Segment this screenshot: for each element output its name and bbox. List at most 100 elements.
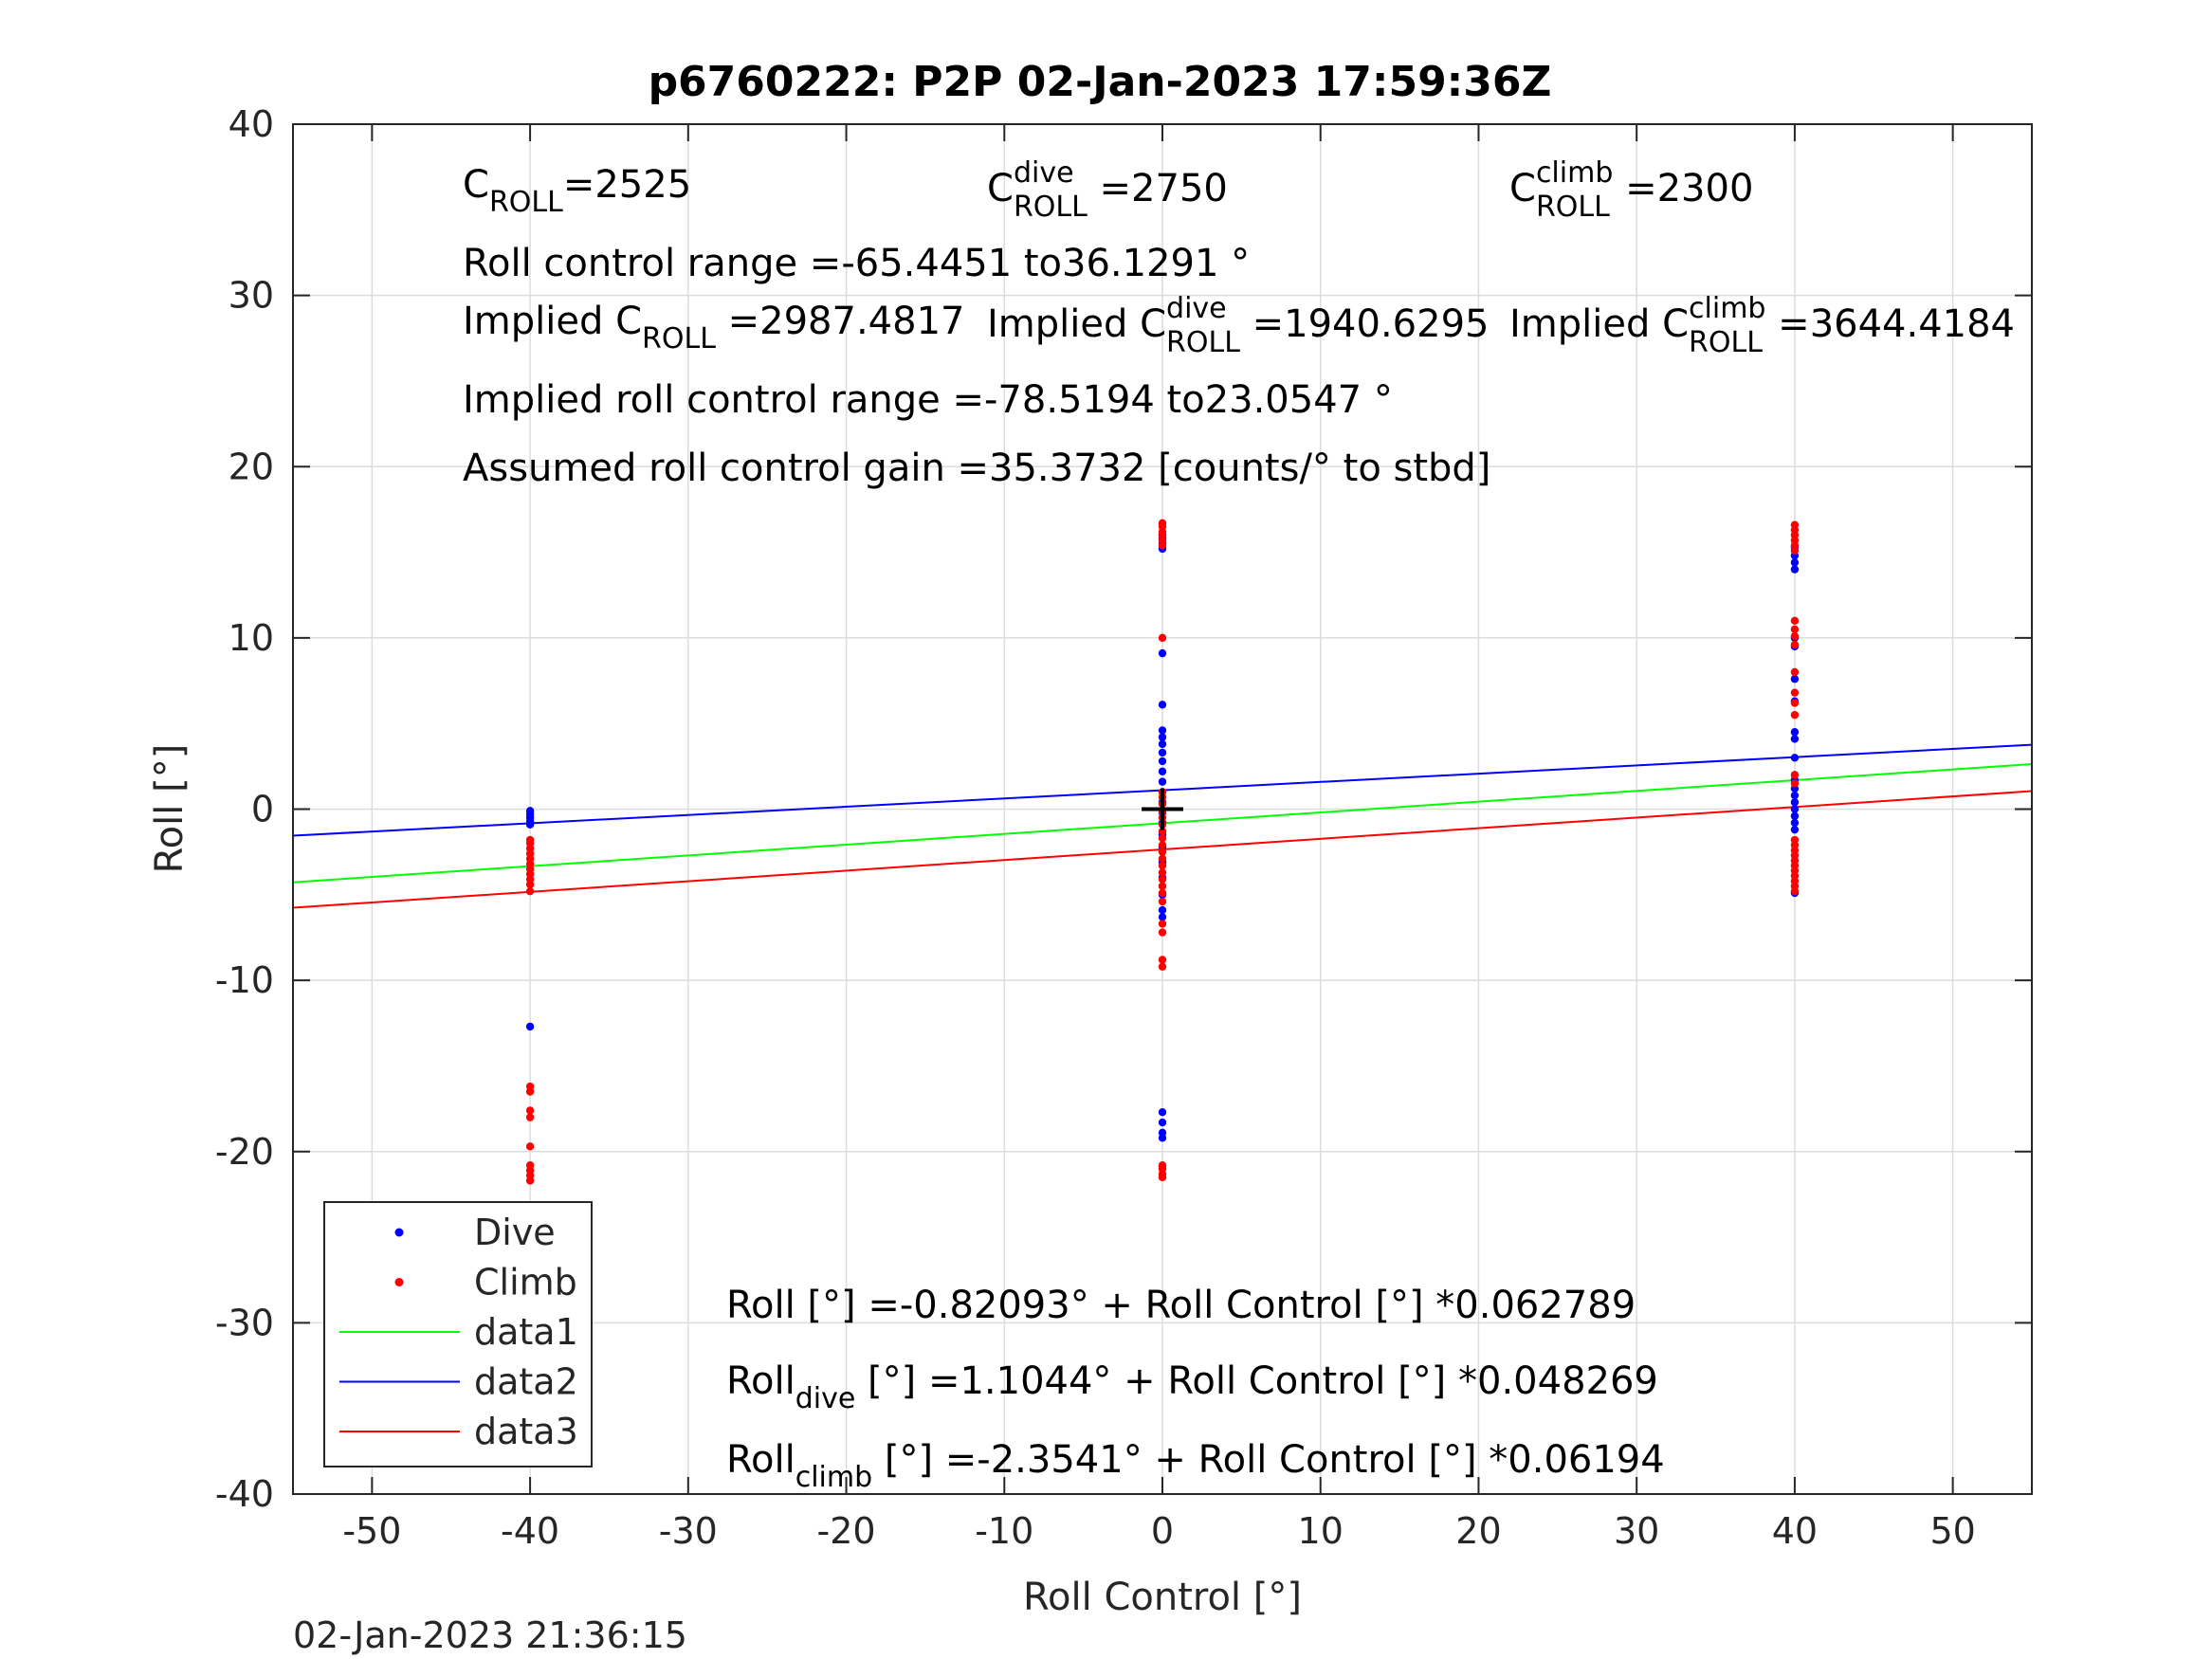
dive-point bbox=[1790, 675, 1800, 684]
climb-point bbox=[1158, 633, 1167, 643]
dive-point bbox=[1790, 825, 1800, 834]
legend-label: data1 bbox=[474, 1311, 578, 1353]
x-tick-label: 30 bbox=[1614, 1510, 1659, 1552]
dive-point bbox=[1158, 1118, 1167, 1127]
climb-point bbox=[1158, 854, 1167, 864]
legend-label: Dive bbox=[474, 1212, 556, 1253]
c-roll-dive-text-prefix: C bbox=[987, 167, 1014, 210]
dive-point bbox=[1790, 754, 1800, 762]
dive-point bbox=[1158, 905, 1167, 915]
dive-point bbox=[1790, 805, 1800, 813]
climb-point bbox=[1790, 616, 1800, 626]
legend-box bbox=[323, 1201, 593, 1468]
c-roll-text-sub: ROLL bbox=[489, 186, 563, 219]
climb-point bbox=[1158, 834, 1167, 843]
x-tick-label: 50 bbox=[1929, 1510, 1975, 1552]
dive-point bbox=[1790, 558, 1800, 567]
legend-item-data1: data1 bbox=[339, 1311, 578, 1353]
x-tick-label: -40 bbox=[501, 1510, 559, 1552]
timestamp: 02-Jan-2023 21:36:15 bbox=[293, 1614, 687, 1656]
y-axis-label: Roll [°] bbox=[148, 744, 192, 874]
dive-point bbox=[1790, 728, 1800, 737]
implied-c-roll-text-prefix: Implied C bbox=[463, 300, 642, 343]
implied-c-roll-climb-text-value: =3644.4184 bbox=[1765, 302, 2015, 346]
x-tick-label: 20 bbox=[1455, 1510, 1501, 1552]
dive-point bbox=[1790, 811, 1800, 820]
center-marker bbox=[1142, 788, 1183, 830]
roll-control-gain: Assumed roll control gain =35.3732 [coun… bbox=[463, 447, 1490, 490]
legend-label: data3 bbox=[474, 1411, 578, 1452]
c-roll-climb-text-sup: climb bbox=[1536, 156, 1613, 190]
implied-c-roll-dive-text-sup: dive bbox=[1166, 292, 1227, 325]
x-tick-label: 0 bbox=[1151, 1510, 1174, 1552]
fit-all-rest: [°] =-0.82093° + Roll Control [°] *0.062… bbox=[795, 1284, 1636, 1327]
dive-point bbox=[1790, 818, 1800, 828]
dive-point bbox=[1158, 767, 1167, 775]
implied-c-roll-dive-text-sub: ROLL bbox=[1166, 326, 1240, 359]
climb-point bbox=[1158, 827, 1167, 836]
climb-point bbox=[1158, 882, 1167, 890]
annotations: CROLL=2525 Cdive ROLL =2750 Cclimb ROLL =230… bbox=[463, 156, 2015, 1494]
fit-climb-equation-sub: climb bbox=[795, 1461, 872, 1494]
climb-point bbox=[1158, 875, 1167, 884]
implied-c-roll-climb-text: Implied Cclimb ROLL =3644.4184 bbox=[1509, 292, 2015, 359]
y-tick-label: -40 bbox=[215, 1473, 274, 1515]
y-tick-label: 20 bbox=[229, 446, 274, 487]
y-tick-label: -10 bbox=[215, 959, 274, 1001]
c-roll-text: CROLL=2525 bbox=[463, 163, 691, 219]
climb-point bbox=[1158, 920, 1167, 928]
climb-point bbox=[1790, 546, 1800, 555]
legend-item-climb: Climb bbox=[394, 1262, 577, 1304]
x-tick-label: -10 bbox=[975, 1510, 1033, 1552]
axes bbox=[292, 123, 2033, 1495]
climb-point bbox=[1790, 631, 1800, 641]
climb-point bbox=[1790, 771, 1800, 779]
climb-point bbox=[1158, 962, 1167, 971]
roll-control-range: Roll control range =-65.4451 to36.1291 ° bbox=[463, 242, 1250, 285]
fit-all-equation: Roll [°] =-0.82093° + Roll Control [°] *… bbox=[726, 1284, 1636, 1327]
implied-c-roll-climb-text-sub: ROLL bbox=[1689, 326, 1763, 359]
climb-point bbox=[1158, 861, 1167, 870]
climb-point bbox=[1158, 841, 1167, 849]
dive-point bbox=[1158, 777, 1167, 786]
c-roll-text-base: C bbox=[463, 163, 489, 207]
climb-point bbox=[1158, 888, 1167, 898]
dive-point bbox=[1158, 1134, 1167, 1142]
implied-c-roll-dive-text-value: =1940.6295 bbox=[1240, 302, 1490, 346]
climb-point bbox=[1158, 897, 1167, 906]
legend-label: Climb bbox=[474, 1262, 577, 1304]
dive-point bbox=[1790, 791, 1800, 800]
dive-point bbox=[1158, 739, 1167, 749]
legend-swatch-point bbox=[394, 1228, 404, 1237]
data-points bbox=[525, 519, 1800, 1185]
implied-c-roll-climb-text-sup: climb bbox=[1689, 292, 1765, 325]
dive-point bbox=[1158, 648, 1167, 658]
x-tick-label: -30 bbox=[659, 1510, 718, 1552]
climb-point bbox=[525, 880, 535, 889]
dive-point bbox=[1158, 757, 1167, 766]
climb-point bbox=[1158, 868, 1167, 877]
implied-c-roll-dive-text-prefix: Implied C bbox=[987, 302, 1166, 346]
implied-range: Implied roll control range =-78.5194 to2… bbox=[463, 378, 1393, 422]
c-roll-climb-text-value: =2300 bbox=[1613, 167, 1753, 210]
x-tick-label: 40 bbox=[1772, 1510, 1818, 1552]
y-tick-label: -30 bbox=[215, 1302, 274, 1343]
axes-box bbox=[292, 123, 2033, 1495]
climb-point bbox=[1790, 688, 1800, 697]
y-tick-label: -20 bbox=[215, 1131, 274, 1173]
climb-point bbox=[1790, 640, 1800, 649]
y-tick-label: 0 bbox=[251, 789, 274, 830]
climb-point bbox=[525, 1087, 535, 1096]
fit-dive-equation-sub: dive bbox=[795, 1382, 856, 1415]
dive-point bbox=[1158, 726, 1167, 735]
dive-point bbox=[1790, 565, 1800, 574]
fit-dive-equation-base: Roll bbox=[726, 1359, 795, 1403]
tick-labels: -50 -40 -30 -20 -10 0 10 20 30 40 50 -40 -30 -20 -10 0 1… bbox=[215, 103, 1976, 1552]
c-roll-climb-text-sub: ROLL bbox=[1536, 191, 1610, 224]
climb-point bbox=[1790, 699, 1800, 707]
climb-point bbox=[1158, 848, 1167, 856]
fit-climb-equation-base: Roll bbox=[726, 1438, 795, 1482]
fit-dive-equation-rest: [°] =1.1044° + Roll Control [°] *0.04826… bbox=[855, 1359, 1658, 1403]
fit-climb-equation-rest: [°] =-2.3541° + Roll Control [°] *0.0619… bbox=[872, 1438, 1665, 1482]
dive-point bbox=[1158, 733, 1167, 741]
